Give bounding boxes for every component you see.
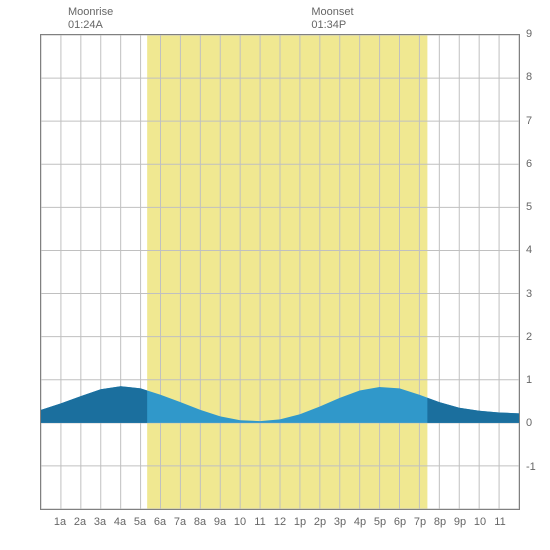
x-tick: 3p [334,516,346,528]
chart-svg [41,35,519,509]
x-tick: 6a [154,516,166,528]
x-tick: 9p [454,516,466,528]
x-tick: 1p [294,516,306,528]
x-tick: 7a [174,516,186,528]
moonset-time: 01:34P [311,19,353,32]
y-tick: 0 [526,417,532,429]
moonset-label: Moonset 01:34P [311,6,353,32]
y-tick: 6 [526,158,532,170]
x-tick: 2a [74,516,86,528]
x-tick: 7p [414,516,426,528]
y-tick: -1 [526,461,536,473]
x-tick: 11 [254,516,265,528]
x-tick: 4a [114,516,126,528]
x-tick: 8a [194,516,206,528]
y-tick: 5 [526,201,532,213]
y-tick: 3 [526,288,532,300]
moonrise-label: Moonrise 01:24A [68,6,113,32]
moonrise-time: 01:24A [68,19,113,32]
y-tick: 9 [526,28,532,40]
x-tick: 12 [274,516,286,528]
y-tick: 2 [526,331,532,343]
x-tick: 4p [354,516,366,528]
y-tick: 4 [526,244,532,256]
x-tick: 2p [314,516,326,528]
x-tick: 11 [494,516,505,528]
x-tick: 1a [54,516,66,528]
moonrise-title: Moonrise [68,6,113,18]
x-tick: 5p [374,516,386,528]
x-tick: 5a [134,516,146,528]
x-tick: 8p [434,516,446,528]
x-tick: 6p [394,516,406,528]
moonset-title: Moonset [311,6,353,18]
x-tick: 10 [474,516,486,528]
daylight-band [147,35,427,509]
y-tick: 8 [526,71,532,83]
x-tick: 10 [234,516,246,528]
tide-chart [40,34,520,510]
x-tick: 9a [214,516,226,528]
y-tick: 7 [526,115,532,127]
y-tick: 1 [526,374,532,386]
x-tick: 3a [94,516,106,528]
